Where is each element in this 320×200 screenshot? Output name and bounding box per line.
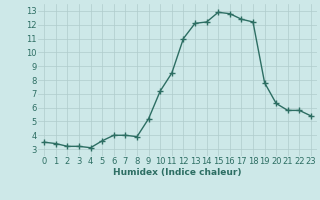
- X-axis label: Humidex (Indice chaleur): Humidex (Indice chaleur): [113, 168, 242, 177]
